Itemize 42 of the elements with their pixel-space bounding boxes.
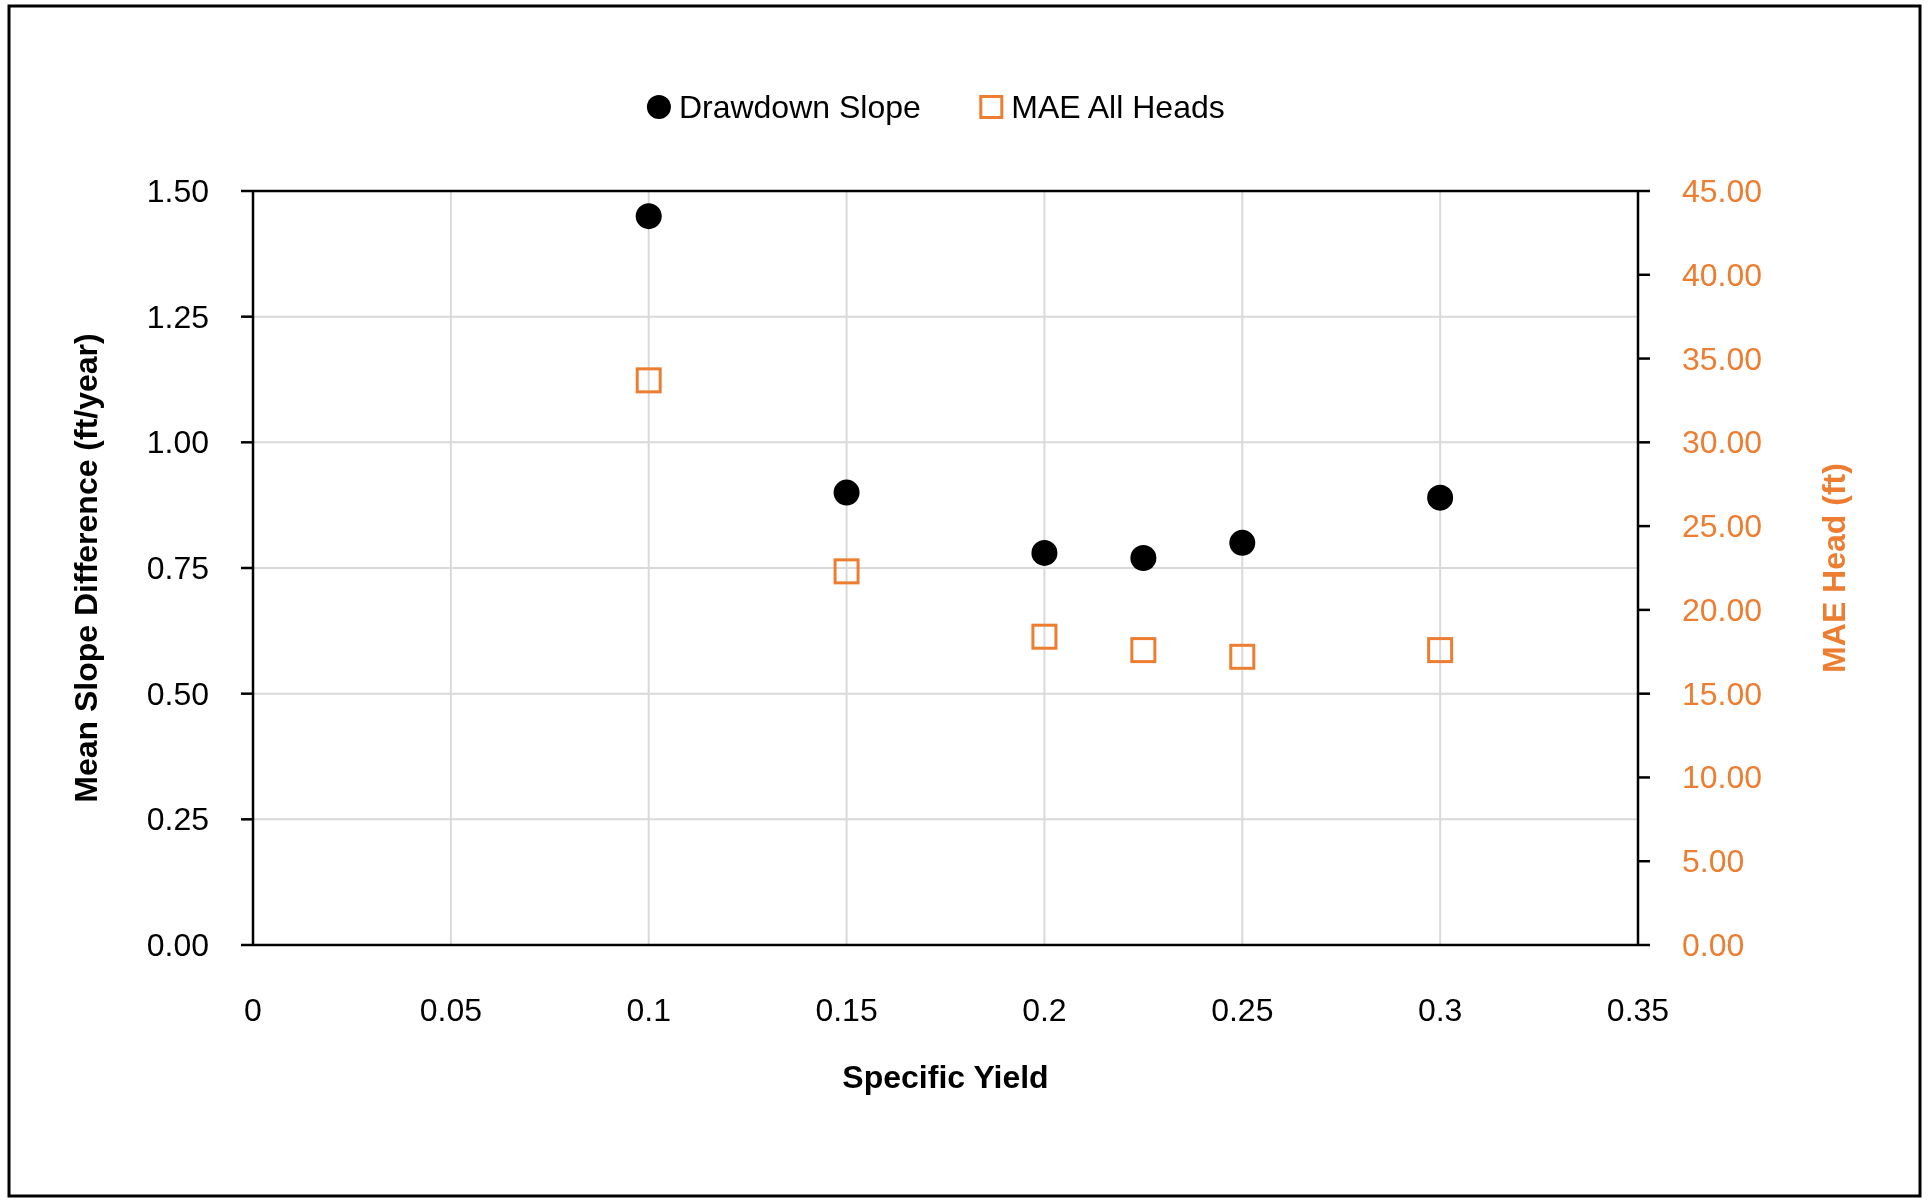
x-tick-label: 0.05 [419, 992, 482, 1028]
y-tick-label: 0.75 [146, 550, 209, 586]
x-tick-label: 0.35 [1606, 992, 1670, 1028]
point [635, 203, 662, 230]
x-tick-label: 0.15 [815, 992, 878, 1028]
point [833, 558, 860, 585]
point [1031, 623, 1058, 650]
point [1031, 539, 1058, 566]
y2-tick-label: 45.00 [1682, 173, 1763, 209]
point [1427, 637, 1454, 664]
y2-tick-label: 15.00 [1682, 675, 1763, 712]
y-tick-label: 0.50 [146, 675, 209, 712]
y2-tick-label: 40.00 [1682, 256, 1763, 293]
point [635, 367, 662, 394]
x-tick-label: 0.1 [626, 992, 671, 1028]
y2-tick-label: 20.00 [1682, 591, 1763, 628]
x-tick-label: 0.3 [1417, 992, 1463, 1028]
x-tick-label: 0.2 [1022, 992, 1067, 1028]
y-tick-label: 0.00 [146, 927, 209, 963]
y-tick-label: 1.00 [146, 424, 209, 461]
y2-tick-label: 30.00 [1682, 424, 1763, 461]
y2-axis-title: MAE Head (ft) [1816, 463, 1852, 673]
legend-label: Drawdown Slope [678, 89, 921, 125]
point [1130, 544, 1157, 571]
y2-tick-label: 25.00 [1682, 508, 1763, 545]
x-tick-label: 0.25 [1211, 992, 1274, 1028]
y-tick-label: 1.50 [146, 173, 209, 209]
y2-tick-label: 35.00 [1682, 340, 1763, 377]
x-tick-label: 0 [244, 992, 262, 1028]
y-tick-label: 0.25 [146, 801, 209, 838]
y2-tick-label: 0.00 [1682, 927, 1745, 963]
x-axis-title: Specific Yield [842, 1059, 1049, 1095]
y-tick-label: 1.25 [146, 298, 209, 335]
point [1229, 643, 1256, 670]
point [1130, 637, 1157, 664]
y2-tick-label: 10.00 [1682, 759, 1763, 796]
point [833, 479, 860, 506]
point [1229, 529, 1256, 556]
y-axis-title: Mean Slope Difference (ft/year) [68, 333, 104, 803]
point [1427, 484, 1454, 511]
y2-tick-label: 5.00 [1682, 843, 1745, 880]
legend-label: MAE All Heads [1011, 89, 1225, 125]
